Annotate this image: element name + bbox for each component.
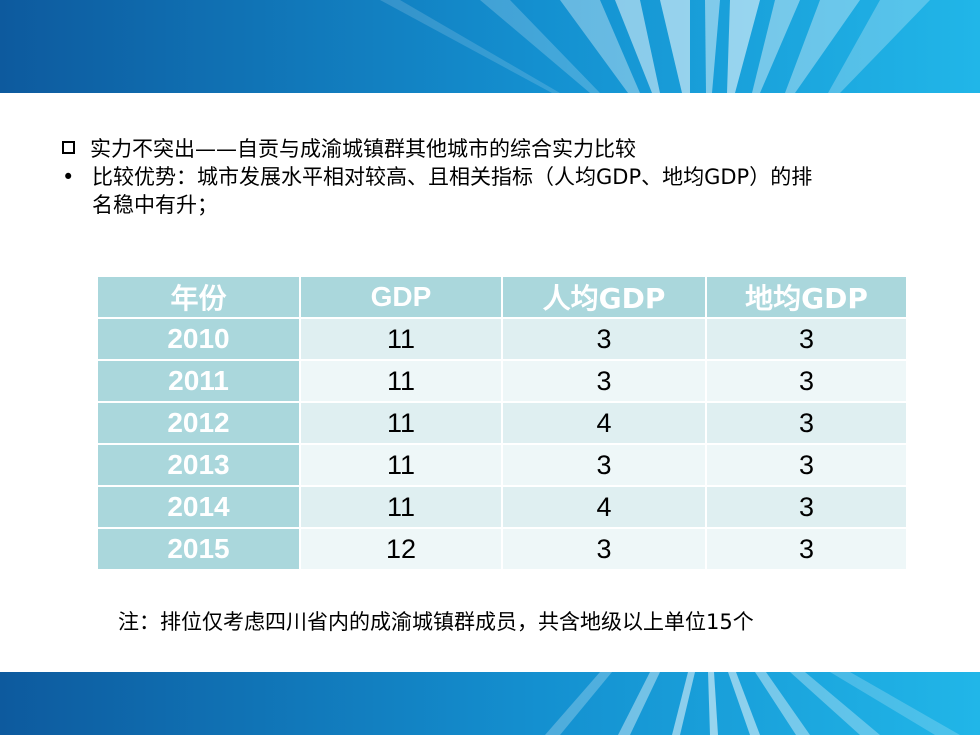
gdp-cell: 11	[299, 359, 503, 403]
gdp-cell: 12	[299, 527, 503, 571]
gdp-per-area-cell: 3	[705, 443, 908, 487]
gdp-cell: 11	[299, 401, 503, 445]
heading-text: 实力不突出——自贡与成渝城镇群其他城市的综合实力比较	[90, 137, 636, 161]
table-row: 2014 11 4 3	[96, 485, 908, 529]
header-gdp: GDP	[299, 275, 503, 319]
gdp-per-capita-cell: 3	[501, 527, 707, 571]
gdp-per-area-cell: 3	[705, 485, 908, 529]
gdp-per-capita-cell: 3	[501, 443, 707, 487]
bullet-text-2: 名稳中有升；	[92, 193, 218, 217]
table-header-row: 年份 GDP 人均GDP 地均GDP	[96, 275, 908, 319]
gdp-cell: 11	[299, 443, 503, 487]
table-row: 2013 11 3 3	[96, 443, 908, 487]
bullet-text-1: 比较优势：城市发展水平相对较高、且相关指标（人均GDP、地均GDP）的排	[92, 165, 813, 189]
bullet-line: • 比较优势：城市发展水平相对较高、且相关指标（人均GDP、地均GDP）的排	[62, 163, 942, 191]
bullet-line-continued: 名稳中有升；	[62, 191, 942, 219]
gdp-per-area-cell: 3	[705, 401, 908, 445]
year-cell: 2011	[96, 359, 301, 403]
year-cell: 2013	[96, 443, 301, 487]
ranking-table: 年份 GDP 人均GDP 地均GDP 2010 11 3 3 2011 11 3…	[96, 275, 908, 571]
year-cell: 2014	[96, 485, 301, 529]
header-year: 年份	[96, 275, 301, 319]
footnote: 注：排位仅考虑四川省内的成渝城镇群成员，共含地级以上单位15个	[118, 610, 754, 634]
gdp-per-capita-cell: 3	[501, 359, 707, 403]
bullet-dot: •	[62, 165, 75, 189]
gdp-per-capita-cell: 4	[501, 401, 707, 445]
table-row: 2012 11 4 3	[96, 401, 908, 445]
table-row: 2011 11 3 3	[96, 359, 908, 403]
gdp-cell: 11	[299, 485, 503, 529]
table-row: 2015 12 3 3	[96, 527, 908, 571]
bottom-banner	[0, 672, 980, 735]
gdp-per-area-cell: 3	[705, 317, 908, 361]
table-row: 2010 11 3 3	[96, 317, 908, 361]
gdp-per-capita-cell: 3	[501, 317, 707, 361]
gdp-per-area-cell: 3	[705, 359, 908, 403]
heading-line: 实力不突出——自贡与成渝城镇群其他城市的综合实力比较	[62, 135, 942, 163]
header-gdp-per-capita: 人均GDP	[501, 275, 707, 319]
year-cell: 2012	[96, 401, 301, 445]
gdp-cell: 11	[299, 317, 503, 361]
square-bullet-icon	[62, 141, 75, 154]
gdp-per-area-cell: 3	[705, 527, 908, 571]
top-banner	[0, 0, 980, 93]
header-gdp-per-area: 地均GDP	[705, 275, 908, 319]
year-cell: 2015	[96, 527, 301, 571]
text-block: 实力不突出——自贡与成渝城镇群其他城市的综合实力比较 • 比较优势：城市发展水平…	[62, 135, 942, 219]
year-cell: 2010	[96, 317, 301, 361]
gdp-per-capita-cell: 4	[501, 485, 707, 529]
